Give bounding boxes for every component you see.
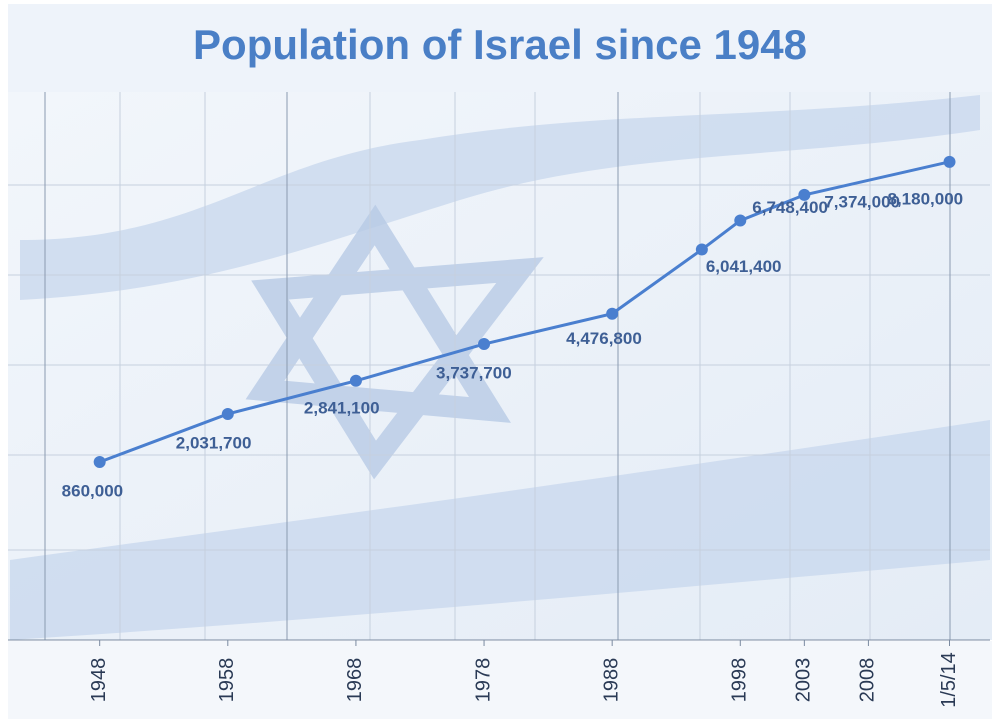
point (606, 307, 619, 320)
x-tick-label: 1948 (88, 658, 110, 703)
x-tick-label: 1958 (216, 658, 238, 703)
flag-stripe (20, 95, 980, 300)
point (349, 374, 362, 387)
point (943, 155, 956, 168)
x-tick-label: 1988 (600, 658, 622, 703)
x-tick-label: 1/5/14 (938, 652, 960, 708)
data-label: 2,031,700 (176, 433, 252, 452)
point (93, 456, 106, 469)
x-tick-label: 1978 (472, 658, 494, 703)
data-label: 2,841,100 (304, 398, 380, 417)
flag-stripe (10, 420, 990, 640)
data-label: 7,374,000 (824, 192, 900, 211)
point (221, 407, 234, 420)
x-axis-band (8, 641, 992, 719)
title-bar (8, 4, 992, 92)
grid (8, 92, 990, 640)
data-label: 6,748,400 (752, 198, 828, 217)
data-label: 860,000 (62, 482, 123, 501)
data-label: 3,737,700 (436, 363, 512, 382)
point (478, 338, 491, 351)
point (695, 243, 708, 256)
x-tick-label: 1968 (344, 658, 366, 703)
x-tick-label: 2003 (793, 658, 815, 703)
point (798, 188, 811, 201)
x-tick-label: 2008 (857, 658, 879, 703)
chart-title: Population of Israel since 1948 (193, 21, 807, 68)
data-label: 6,041,400 (706, 257, 782, 276)
major-grid (44, 92, 951, 640)
data-label: 8,180,000 (888, 189, 964, 208)
point (734, 214, 747, 227)
x-tick-label: 1998 (729, 658, 751, 703)
data-label: 4,476,800 (566, 329, 642, 348)
